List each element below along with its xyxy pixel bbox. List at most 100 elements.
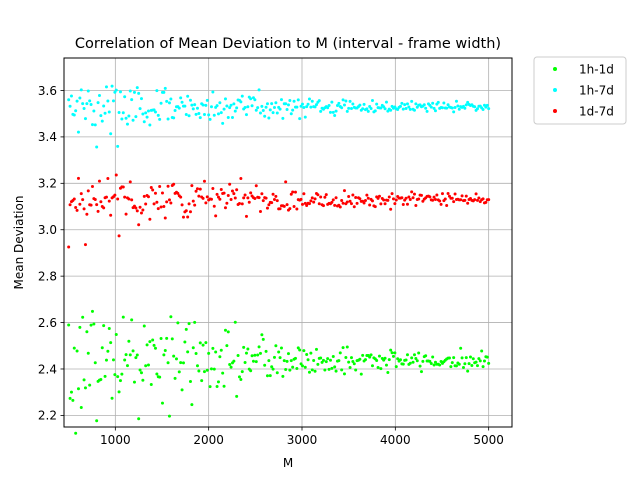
data-point-1h-7d — [369, 107, 373, 111]
data-point-1d-7d — [391, 197, 395, 201]
data-point-1h-7d — [107, 110, 111, 114]
data-point-1h-1d — [88, 383, 92, 387]
data-point-1h-1d — [202, 370, 206, 374]
data-point-1h-7d — [272, 105, 276, 109]
data-point-1h-7d — [137, 91, 141, 95]
data-point-1h-7d — [400, 101, 404, 105]
data-point-1h-1d — [180, 388, 184, 392]
data-point-1h-7d — [452, 110, 456, 114]
data-point-1d-7d — [246, 196, 250, 200]
data-point-1h-1d — [184, 327, 188, 331]
data-point-1h-7d — [125, 122, 129, 126]
data-point-1d-7d — [473, 198, 477, 202]
data-point-1d-7d — [229, 198, 233, 202]
plot-area-frame — [63, 57, 513, 428]
data-point-1h-1d — [139, 371, 143, 375]
grid-lines — [64, 58, 512, 427]
data-point-1h-7d — [306, 102, 310, 106]
data-point-1d-7d — [383, 202, 387, 206]
data-point-1d-7d — [309, 199, 313, 203]
data-point-1h-1d — [239, 377, 243, 381]
data-point-1h-7d — [305, 105, 309, 109]
data-point-1h-1d — [219, 348, 223, 352]
data-point-1h-7d — [327, 103, 331, 107]
data-point-1h-1d — [183, 340, 187, 344]
data-point-1h-7d — [79, 88, 83, 92]
data-point-1d-7d — [193, 203, 197, 207]
data-point-1d-7d — [190, 184, 194, 188]
data-point-1d-7d — [152, 202, 156, 206]
data-point-1h-1d — [256, 353, 260, 357]
data-point-1d-7d — [197, 194, 201, 198]
data-point-1h-7d — [481, 108, 485, 112]
chart-title: Correlation of Mean Deviation to M (inte… — [75, 36, 501, 52]
data-point-1h-1d — [158, 375, 162, 379]
data-point-1h-7d — [295, 105, 299, 109]
data-point-1h-1d — [302, 349, 306, 353]
data-point-1h-1d — [369, 353, 373, 357]
data-point-1d-7d — [123, 195, 127, 199]
data-point-1h-7d — [433, 109, 437, 113]
data-point-1d-7d — [305, 203, 309, 207]
data-point-1h-7d — [375, 102, 379, 106]
data-point-1h-1d — [375, 359, 379, 363]
data-point-1d-7d — [432, 195, 436, 199]
data-point-1h-1d — [328, 358, 332, 362]
data-point-1d-7d — [198, 187, 202, 191]
data-point-1h-7d — [111, 99, 115, 103]
data-point-1h-1d — [205, 368, 209, 372]
data-point-1h-1d — [92, 322, 96, 326]
data-point-1h-1d — [166, 361, 170, 365]
data-point-1d-7d — [312, 200, 316, 204]
data-point-1h-7d — [188, 98, 192, 102]
data-point-1h-1d — [250, 354, 254, 358]
data-point-1h-1d — [323, 368, 327, 372]
data-point-1d-7d — [313, 197, 317, 201]
data-point-1h-1d — [236, 353, 240, 357]
data-point-1d-7d — [249, 191, 253, 195]
data-point-1h-1d — [251, 359, 255, 363]
data-point-1d-7d — [113, 193, 117, 197]
data-point-1d-7d — [282, 204, 286, 208]
data-point-1h-7d — [279, 98, 283, 102]
data-point-1h-1d — [379, 367, 383, 371]
data-point-1d-7d — [166, 184, 170, 188]
data-point-1h-1d — [359, 372, 363, 376]
data-point-1h-7d — [313, 105, 317, 109]
data-point-1h-7d — [284, 102, 288, 106]
data-point-1d-7d — [379, 202, 383, 206]
data-point-1h-1d — [162, 353, 166, 357]
data-point-1h-1d — [391, 354, 395, 358]
data-point-1h-7d — [82, 107, 86, 111]
data-point-1h-7d — [142, 120, 146, 124]
data-point-1h-7d — [221, 121, 225, 125]
data-point-1d-7d — [176, 191, 180, 195]
axis-ticks: 1000 2000 3000 4000 5000 2.2 2.4 2.6 2.8 3.0 3.2 3.… — [38, 84, 504, 447]
data-point-1d-7d — [460, 194, 464, 198]
data-point-1d-7d — [450, 196, 454, 200]
data-point-1d-7d — [477, 196, 481, 200]
data-point-1h-7d — [379, 106, 383, 110]
data-point-1h-7d — [93, 123, 97, 127]
data-point-1h-7d — [110, 84, 114, 88]
data-point-1h-7d — [298, 117, 302, 121]
data-point-1d-7d — [295, 207, 299, 211]
data-point-1h-7d — [309, 105, 313, 109]
data-point-1h-1d — [450, 361, 454, 365]
data-point-1d-7d — [180, 203, 184, 207]
data-point-1d-7d — [354, 196, 358, 200]
data-point-1d-7d — [274, 194, 278, 198]
data-point-1h-1d — [155, 372, 159, 376]
data-point-1h-7d — [404, 107, 408, 111]
data-point-1h-1d — [305, 352, 309, 356]
data-point-1d-7d — [349, 202, 353, 206]
data-point-1d-7d — [202, 179, 206, 183]
data-point-1d-7d — [85, 212, 89, 216]
data-point-1d-7d — [342, 189, 346, 193]
data-point-1h-1d — [289, 359, 293, 363]
data-point-1d-7d — [204, 201, 208, 205]
data-point-1d-7d — [195, 187, 199, 191]
data-point-1h-1d — [293, 356, 297, 360]
data-point-1h-7d — [405, 102, 409, 106]
data-point-1h-7d — [222, 107, 226, 111]
